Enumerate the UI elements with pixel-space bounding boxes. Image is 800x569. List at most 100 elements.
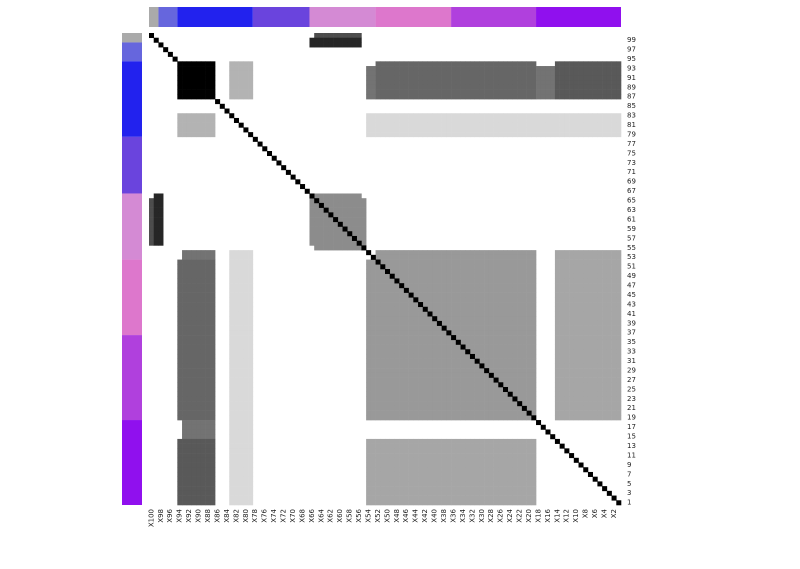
heatmap-cell (531, 438, 537, 444)
heatmap-cell (493, 462, 499, 468)
diagonal-cell (304, 188, 310, 194)
heatmap-cell (436, 453, 442, 459)
heatmap-cell (182, 269, 188, 275)
heatmap-cell (611, 113, 617, 119)
heatmap-cell (182, 297, 188, 303)
heatmap-cell (455, 292, 461, 298)
heatmap-cell (177, 358, 183, 364)
heatmap-cell (413, 467, 419, 473)
heatmap-cell (597, 316, 603, 322)
heatmap-cell (191, 259, 197, 265)
heatmap-cell (436, 471, 442, 477)
heatmap-cell (191, 382, 197, 388)
heatmap-cell (196, 448, 202, 454)
y-tick-label: 87 (627, 93, 636, 101)
heatmap-cell (370, 94, 376, 100)
heatmap-cell (182, 254, 188, 260)
heatmap-cell (238, 429, 244, 435)
heatmap-cell (196, 84, 202, 90)
heatmap-cell (521, 410, 527, 416)
heatmap-cell (436, 476, 442, 482)
heatmap-cell (408, 396, 414, 402)
heatmap-cell (427, 495, 433, 501)
heatmap-cell (427, 377, 433, 383)
heatmap-cell (573, 278, 579, 284)
heatmap-cell (469, 283, 475, 289)
heatmap-cell (427, 443, 433, 449)
heatmap-cell (474, 410, 480, 416)
heatmap-cell (469, 264, 475, 270)
heatmap-cell (597, 353, 603, 359)
heatmap-cell (573, 61, 579, 67)
heatmap-cell (479, 415, 485, 421)
heatmap-cell (597, 254, 603, 260)
heatmap-cell (493, 387, 499, 393)
heatmap-cell (465, 481, 471, 487)
heatmap-cell (243, 259, 249, 265)
heatmap-cell (191, 429, 197, 435)
heatmap-cell (427, 278, 433, 284)
heatmap-cell (333, 42, 339, 48)
heatmap-cell (380, 320, 386, 326)
heatmap-cell (408, 490, 414, 496)
heatmap-cell (422, 448, 428, 454)
heatmap-cell (408, 117, 414, 123)
heatmap-cell (210, 462, 216, 468)
heatmap-cell (498, 316, 504, 322)
heatmap-cell (602, 122, 608, 128)
heatmap-cell (380, 353, 386, 359)
heatmap-cell (333, 37, 339, 43)
heatmap-cell (455, 349, 461, 355)
heatmap-cell (314, 202, 320, 208)
heatmap-cell (446, 80, 452, 86)
heatmap-cell (177, 462, 183, 468)
heatmap-cell (512, 278, 518, 284)
heatmap-cell (540, 70, 546, 76)
heatmap-cell (182, 377, 188, 383)
heatmap-cell (606, 410, 612, 416)
heatmap-cell (403, 283, 409, 289)
heatmap-cell (243, 306, 249, 312)
heatmap-cell (403, 358, 409, 364)
heatmap-cell (210, 353, 216, 359)
heatmap-cell (592, 306, 598, 312)
heatmap-cell (229, 335, 235, 341)
heatmap-cell (422, 94, 428, 100)
heatmap-cell (554, 344, 560, 350)
heatmap-cell (441, 297, 447, 303)
heatmap-cell (526, 382, 532, 388)
heatmap-cell (243, 387, 249, 393)
heatmap-cell (536, 113, 542, 119)
heatmap-cell (210, 320, 216, 326)
heatmap-cell (413, 368, 419, 374)
heatmap-cell (545, 122, 551, 128)
heatmap-cell (422, 457, 428, 463)
heatmap-cell (616, 89, 622, 95)
heatmap-cell (229, 283, 235, 289)
heatmap-cell (446, 396, 452, 402)
heatmap-cell (569, 391, 575, 397)
heatmap-cell (507, 283, 513, 289)
heatmap-cell (559, 259, 565, 265)
heatmap-cell (540, 117, 546, 123)
heatmap-cell (191, 89, 197, 95)
diagonal-cell (267, 151, 273, 157)
heatmap-cell (573, 363, 579, 369)
heatmap-cell (521, 306, 527, 312)
heatmap-cell (465, 500, 471, 506)
heatmap-cell (200, 391, 206, 397)
heatmap-cell (422, 61, 428, 67)
heatmap-cell (493, 339, 499, 345)
heatmap-cell (366, 462, 372, 468)
heatmap-cell (370, 287, 376, 293)
heatmap-cell (564, 75, 570, 81)
heatmap-cell (578, 75, 584, 81)
heatmap-cell (432, 132, 438, 138)
heatmap-cell (427, 287, 433, 293)
heatmap-cell (408, 349, 414, 355)
heatmap-cell (380, 75, 386, 81)
heatmap-cell (592, 377, 598, 383)
heatmap-cell (517, 70, 523, 76)
heatmap-cell (196, 382, 202, 388)
heatmap-cell (394, 311, 400, 317)
